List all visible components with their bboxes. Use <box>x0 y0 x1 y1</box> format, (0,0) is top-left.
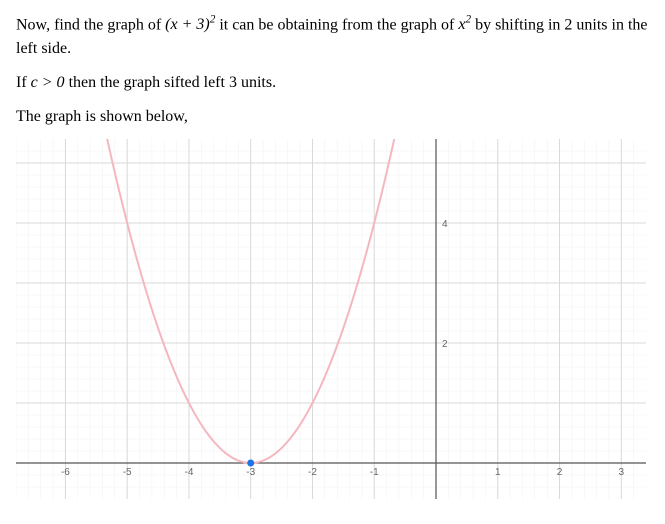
text: it can be obtaining from the graph of <box>215 16 458 33</box>
expr-1: (x + 3)2 <box>165 16 215 33</box>
text: then the graph sifted left 3 units. <box>65 74 277 91</box>
svg-text:-6: -6 <box>61 467 70 478</box>
text: If <box>16 74 31 91</box>
svg-text:1: 1 <box>495 467 501 478</box>
svg-text:2: 2 <box>442 339 448 350</box>
svg-text:-2: -2 <box>308 467 317 478</box>
svg-text:-5: -5 <box>123 467 132 478</box>
expr-2: x2 <box>458 16 471 33</box>
text: Now, find the graph of <box>16 16 165 33</box>
cond: c > 0 <box>31 74 65 91</box>
svg-text:2: 2 <box>557 467 563 478</box>
expr-base: (x + 3) <box>165 16 210 33</box>
parabola-chart: -6 -5 -4 -3 -2 -1 1 2 3 2 4 <box>16 139 646 499</box>
paragraph-1: Now, find the graph of (x + 3)2 it can b… <box>16 12 649 61</box>
svg-text:4: 4 <box>442 219 448 230</box>
svg-text:-4: -4 <box>184 467 193 478</box>
paragraph-3: The graph is shown below, <box>16 105 649 129</box>
svg-text:-3: -3 <box>246 467 255 478</box>
svg-text:-1: -1 <box>370 467 379 478</box>
paragraph-2: If c > 0 then the graph sifted left 3 un… <box>16 71 649 95</box>
svg-text:3: 3 <box>619 467 625 478</box>
